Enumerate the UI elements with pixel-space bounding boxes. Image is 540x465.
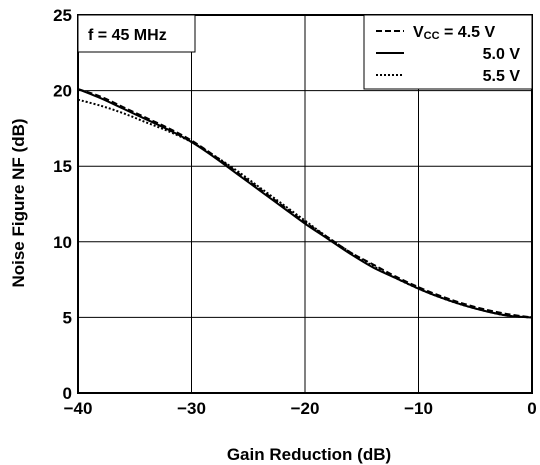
x-tick-label: −10 — [404, 399, 433, 418]
y-axis-label: Noise Figure NF (dB) — [9, 118, 28, 287]
legend: VCC = 4.5 V 5.0 V 5.5 V — [363, 14, 533, 90]
frequency-annotation: f = 45 MHz — [88, 27, 167, 44]
y-tick-label: 20 — [53, 82, 72, 101]
x-axis-label: Gain Reduction (dB) — [227, 445, 391, 464]
x-tick-label: 0 — [527, 399, 536, 418]
x-tick-label: −40 — [64, 399, 93, 418]
y-tick-label: 5 — [63, 308, 72, 327]
series-lines — [77, 88, 533, 319]
legend-label-5.5V: 5.5 V — [483, 68, 521, 85]
legend-label-4.5V: VCC = 4.5 V — [413, 24, 495, 42]
y-tick-label: 0 — [63, 384, 72, 403]
x-tick-label: −30 — [177, 399, 206, 418]
plot-frame — [77, 14, 533, 394]
legend-label-5.0V: 5.0 V — [483, 46, 521, 63]
frequency-annotation-box: f = 45 MHz — [77, 14, 196, 53]
tick-labels: −40 −30 −20 −10 0 0 5 10 15 20 25 — [53, 6, 537, 418]
x-tick-label: −20 — [291, 399, 320, 418]
y-tick-label: 10 — [53, 233, 72, 252]
series-line-5.5V — [77, 98, 533, 319]
y-tick-label: 25 — [53, 6, 72, 25]
y-tick-label: 15 — [53, 157, 72, 176]
series-line-4.5V — [77, 88, 533, 319]
